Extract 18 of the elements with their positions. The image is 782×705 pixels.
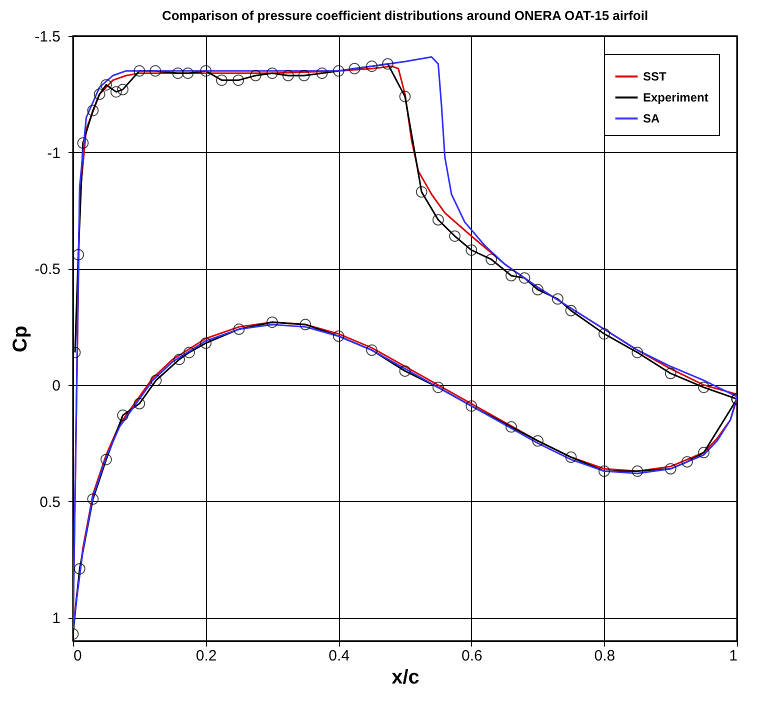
legend-label: Experiment [643,90,708,104]
x-tick-label: 0.6 [461,648,482,664]
chart-title: Comparison of pressure coefficient distributions around ONERA OAT-15 airfoil [162,8,648,23]
y-tick-label: 0.5 [40,494,60,511]
legend-label: SST [643,70,668,84]
x-tick-label: 1 [729,648,738,664]
y-tick-label: -1.5 [34,28,60,46]
x-tick-label: 0.2 [196,648,217,664]
y-axis-title: Cp [10,326,32,352]
y-tick-label: -0.5 [34,261,60,278]
x-tick-label: 0.4 [328,648,350,664]
x-axis-title: x/c [392,666,420,688]
legend-label: SA [643,112,660,126]
y-tick-label: 1 [52,610,60,628]
x-tick-label: 0.8 [594,648,616,664]
y-tick-label: 0 [52,378,60,395]
y-tick-label: -1 [47,144,60,162]
x-tick-label: 0 [74,648,82,664]
